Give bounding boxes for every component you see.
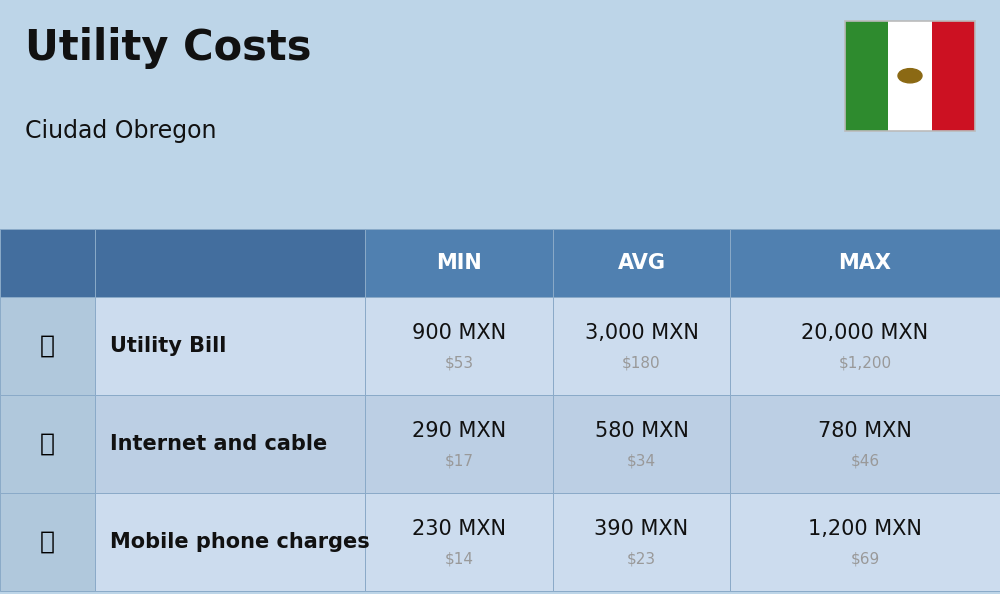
Bar (365, 297, 553, 395)
Text: Internet and cable: Internet and cable (110, 434, 327, 454)
Circle shape (898, 68, 922, 83)
Text: $1,200: $1,200 (838, 355, 892, 370)
Bar (365, 229, 553, 297)
Bar (95, 493, 365, 591)
Bar (365, 493, 553, 591)
Text: 580 MXN: 580 MXN (595, 421, 688, 441)
Bar (553, 297, 730, 395)
Bar (95, 229, 365, 297)
Bar (365, 395, 553, 493)
Text: AVG: AVG (618, 253, 666, 273)
Bar (95, 395, 365, 493)
Text: $23: $23 (627, 551, 656, 566)
Bar (730, 229, 1000, 297)
Text: 390 MXN: 390 MXN (594, 519, 689, 539)
Bar (553, 229, 730, 297)
Text: MAX: MAX (838, 253, 892, 273)
Text: 900 MXN: 900 MXN (412, 323, 506, 343)
Text: Utility Costs: Utility Costs (25, 27, 312, 69)
Text: $46: $46 (850, 453, 880, 468)
Bar (0, 493, 95, 591)
Bar (0, 297, 95, 395)
Text: $14: $14 (444, 551, 474, 566)
Text: 1,200 MXN: 1,200 MXN (808, 519, 922, 539)
Text: Ciudad Obregon: Ciudad Obregon (25, 119, 216, 143)
Bar (888, 21, 932, 131)
Text: MIN: MIN (436, 253, 482, 273)
Bar (730, 493, 1000, 591)
Text: 3,000 MXN: 3,000 MXN (585, 323, 698, 343)
Bar (730, 297, 1000, 395)
Bar (553, 493, 730, 591)
Text: 📲: 📲 (40, 530, 55, 554)
Text: $53: $53 (444, 355, 474, 370)
Bar (553, 395, 730, 493)
Text: $17: $17 (444, 453, 474, 468)
Text: 230 MXN: 230 MXN (412, 519, 506, 539)
Text: 290 MXN: 290 MXN (412, 421, 506, 441)
Text: Mobile phone charges: Mobile phone charges (110, 532, 370, 552)
Bar (95, 297, 365, 395)
Text: $34: $34 (627, 453, 656, 468)
Bar (0, 395, 95, 493)
Text: 📡: 📡 (40, 432, 55, 456)
Bar (0, 229, 95, 297)
Text: Utility Bill: Utility Bill (110, 336, 226, 356)
Bar (845, 21, 888, 131)
Bar (730, 395, 1000, 493)
Text: 780 MXN: 780 MXN (818, 421, 912, 441)
Text: 🔧: 🔧 (40, 334, 55, 358)
Bar (932, 21, 975, 131)
Bar (845, 21, 975, 131)
Text: $180: $180 (622, 355, 661, 370)
Text: $69: $69 (850, 551, 880, 566)
Text: 20,000 MXN: 20,000 MXN (801, 323, 929, 343)
